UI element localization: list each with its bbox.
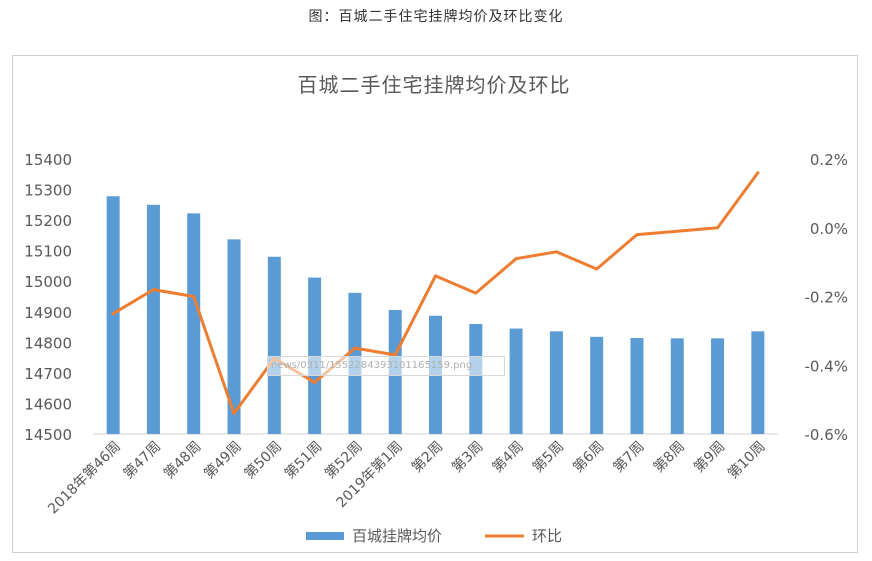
x-tick-label: 第49周 <box>200 438 244 482</box>
line-point <box>232 411 236 415</box>
right-axis-ticks: 0.2% 0.0% -0.2% -0.4% -0.6% <box>804 151 848 444</box>
bar <box>308 277 322 434</box>
x-tick-label: 第4周 <box>489 438 527 476</box>
line-point <box>111 312 115 316</box>
line-point <box>434 274 437 278</box>
bar <box>670 338 684 434</box>
left-tick-label: 14600 <box>24 395 72 413</box>
left-tick-label: 15200 <box>24 212 72 230</box>
x-tick-label: 第7周 <box>610 438 648 476</box>
left-tick-label: 15000 <box>24 273 72 291</box>
bar <box>711 338 725 434</box>
x-tick-label: 第47周 <box>120 438 164 482</box>
left-tick-label: 14900 <box>24 304 72 322</box>
x-tick-label: 第3周 <box>448 438 486 476</box>
figure-caption: 图：百城二手住宅挂牌均价及环比变化 <box>308 9 564 25</box>
image-path-watermark: news/0311/1552284393101165159.png <box>267 356 505 376</box>
left-tick-label: 14800 <box>24 334 72 352</box>
left-axis-ticks: 15400 15300 15200 15100 15000 14900 14800 14700… <box>24 151 72 444</box>
line-point <box>151 288 155 292</box>
line-point <box>474 291 478 295</box>
bar <box>227 239 241 434</box>
bar <box>187 213 201 434</box>
right-tick-label: -0.2% <box>804 289 848 307</box>
legend-label-bar: 百城挂牌均价 <box>352 527 442 545</box>
bar <box>549 331 563 434</box>
legend: 百城挂牌均价 环比 <box>306 527 562 545</box>
line-point <box>393 353 397 357</box>
line-point <box>716 226 720 230</box>
line-point <box>514 257 518 261</box>
line-series <box>111 171 760 415</box>
line-point <box>756 171 760 175</box>
x-tick-label: 2018年第46周 <box>44 438 124 518</box>
right-tick-label: 0.2% <box>810 151 848 169</box>
bar <box>146 204 160 434</box>
x-tick-label: 第50周 <box>241 438 285 482</box>
x-tick-label: 第48周 <box>160 438 204 482</box>
bar <box>267 256 281 434</box>
line-point <box>554 250 558 254</box>
bar <box>630 338 644 434</box>
line-point <box>635 233 639 237</box>
bar <box>751 331 765 434</box>
left-tick-label: 14700 <box>24 365 72 383</box>
right-tick-label: -0.4% <box>804 357 848 375</box>
chart-title: 百城二手住宅挂牌均价及环比 <box>298 73 571 97</box>
x-tick-label: 第10周 <box>724 438 768 482</box>
bar-series <box>106 196 765 434</box>
legend-label-line: 环比 <box>532 527 562 545</box>
left-tick-label: 15100 <box>24 243 72 261</box>
bar <box>469 324 483 434</box>
legend-swatch-bar <box>306 532 344 540</box>
right-tick-label: -0.6% <box>804 426 848 444</box>
x-axis-labels: 2018年第46周第47周第48周第49周第50周第51周第52周2019年第1… <box>44 438 768 518</box>
x-tick-label: 第6周 <box>569 438 607 476</box>
line-point <box>595 267 599 271</box>
left-tick-label: 15400 <box>24 151 72 169</box>
x-tick-label: 第9周 <box>690 438 728 476</box>
x-tick-label: 第8周 <box>650 438 688 476</box>
line-point <box>313 380 317 384</box>
x-tick-label: 第5周 <box>529 438 567 476</box>
line-point <box>675 229 679 233</box>
bar <box>509 328 523 434</box>
line-point <box>192 295 196 298</box>
bar <box>590 336 604 434</box>
line-point <box>353 346 357 350</box>
right-tick-label: 0.0% <box>810 220 848 238</box>
x-tick-label: 第51周 <box>281 438 325 482</box>
left-tick-label: 15300 <box>24 182 72 200</box>
x-tick-label: 第2周 <box>408 438 446 476</box>
left-tick-label: 14500 <box>24 426 72 444</box>
